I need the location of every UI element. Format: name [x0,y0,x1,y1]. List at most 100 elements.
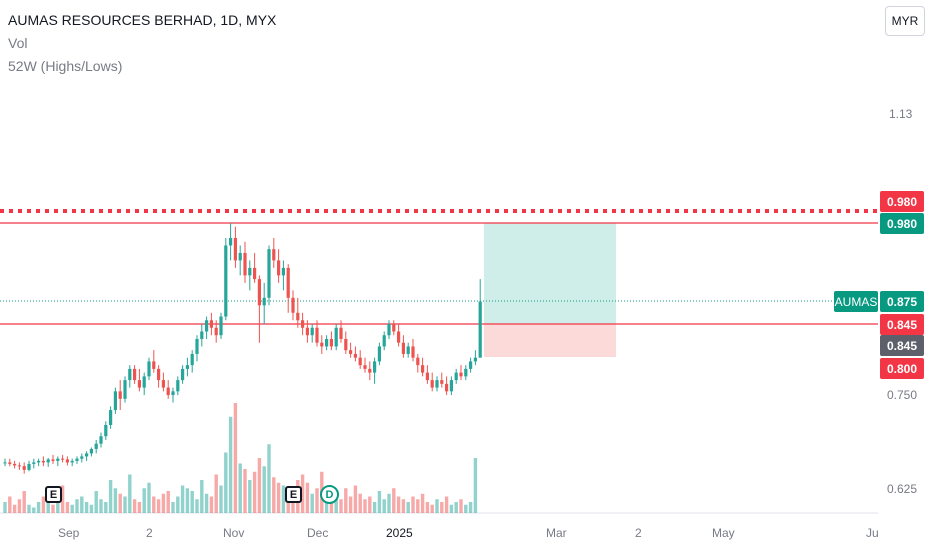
volume-bar [128,474,132,513]
candle-body [157,368,161,381]
candle-body [440,380,444,384]
candle-body [27,463,31,470]
volume-bar [464,504,468,513]
volume-bar [200,480,204,513]
volume-bar [305,482,310,513]
volume-bar [257,458,262,513]
candle-body [425,372,429,381]
volume-bar [276,482,281,513]
candle-body [61,458,65,460]
volume-bar [420,493,425,513]
candle-body [310,327,314,336]
volume-bar [152,496,156,513]
volume-bar [99,499,103,513]
earnings-event-icon-1[interactable]: E [45,486,62,503]
candle-body [118,391,122,399]
volume-bar [180,485,185,513]
candle-body [454,372,458,381]
candle-body [421,365,425,373]
candle-body [209,320,213,328]
candle-body [243,252,247,276]
candle-body [339,327,343,339]
volume-indicator-label[interactable]: Vol [8,35,28,51]
time-tick-mar: Mar [546,526,567,540]
candle-body [238,252,242,261]
volume-bar [454,502,458,513]
candle-body [185,365,189,369]
candle-body [445,383,449,392]
candle-body [329,338,333,347]
last-price-tag: 0.875 [880,291,924,312]
high-low-indicator-label[interactable]: 52W (Highs/Lows) [8,58,123,74]
dividend-event-icon[interactable]: D [320,485,339,504]
candle-body [301,320,305,328]
candle-body [253,267,257,280]
candle-body [449,380,453,392]
volume-bar [459,499,463,513]
volume-bar [252,471,257,513]
symbol-title[interactable]: AUMAS RESOURCES BERHAD, 1D, MYX [8,12,277,28]
volume-bar [406,502,410,513]
candle-body [406,346,410,354]
time-tick-may: May [712,526,735,540]
candle-body [219,316,223,336]
volume-bar [171,502,175,513]
volume-bar [334,493,338,513]
candle-body [401,342,405,354]
volume-bar [36,502,41,513]
candle-body [233,237,237,261]
candles [3,223,482,474]
target-zone[interactable] [484,223,616,324]
volume-bar [46,499,50,513]
volume-bar [339,499,343,513]
candle-body [147,361,151,377]
candle-body [416,357,420,366]
volume-bar [80,496,84,513]
candle-body [113,391,117,411]
volume-bar [440,502,444,513]
volume-bar [176,496,180,513]
candle-body [56,458,60,461]
volume-bar [315,488,319,513]
candle-body [305,327,309,336]
candle-body [3,462,7,464]
volume-bar [22,491,26,513]
candle-body [51,459,55,461]
volume-bar [243,469,247,513]
candle-body [435,380,439,388]
candle-body [430,380,434,388]
volume-bar [353,485,358,513]
stop-zone[interactable] [484,324,616,357]
volume-bar [75,499,79,513]
volume-bar [204,493,209,513]
volume-bar [267,444,271,513]
candle-body [349,350,353,354]
volume-bar [209,496,214,513]
candle-body [377,346,381,362]
candle-body [229,237,233,246]
volume-bar [348,496,353,513]
volume-bar [190,491,194,513]
earnings-event-icon-2[interactable]: E [285,486,302,503]
candle-body [104,425,108,437]
volume-bar [281,485,286,513]
volume-bar [473,458,478,513]
volume-bar [94,491,98,513]
time-tick-2-apr: 2 [635,526,642,540]
symbol-tag: AUMAS [834,291,878,312]
candle-body [392,324,396,332]
volume-bar [310,493,314,513]
volume-bar [382,499,386,513]
stop-price-tag: 0.800 [880,358,924,379]
price-tick-3: 0.625 [887,482,918,496]
candle-body [320,342,324,347]
volume-bar [272,477,276,513]
candle-body [171,391,175,396]
currency-button[interactable]: MYR [885,6,925,36]
candle-body [353,353,357,358]
high-52w-tag: 0.980 [880,191,924,212]
candle-body [133,368,137,381]
volume-bar [368,496,372,513]
candle-body [190,353,194,366]
